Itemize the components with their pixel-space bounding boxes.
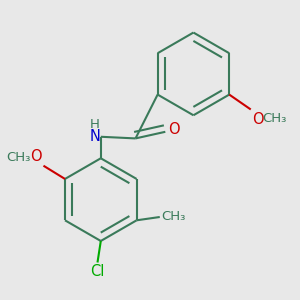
Text: CH₃: CH₃ bbox=[7, 151, 31, 164]
Text: CH₃: CH₃ bbox=[161, 211, 186, 224]
Text: O: O bbox=[252, 112, 264, 127]
Text: O: O bbox=[169, 122, 180, 137]
Text: O: O bbox=[31, 149, 42, 164]
Text: CH₃: CH₃ bbox=[262, 112, 287, 125]
Text: Cl: Cl bbox=[90, 264, 105, 279]
Text: N: N bbox=[89, 129, 100, 144]
Text: H: H bbox=[89, 118, 99, 131]
